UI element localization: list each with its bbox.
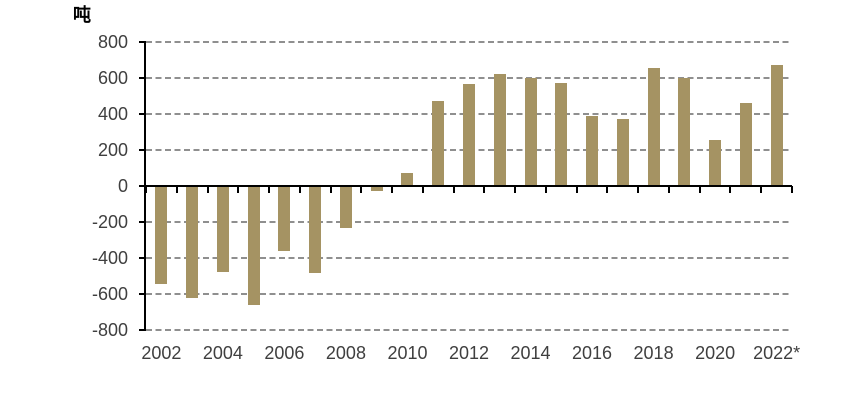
bar-2015 [555, 82, 568, 186]
bar-2007 [309, 186, 322, 274]
x-axis-tick-11 [483, 186, 486, 193]
x-axis-tick-1 [175, 186, 178, 193]
bar-2008 [339, 186, 352, 229]
bar-2018 [647, 68, 660, 186]
x-axis-tick-14 [575, 186, 578, 193]
x-axis-tick-12 [514, 186, 517, 193]
y-axis-tick-200 [139, 149, 146, 151]
x-axis-label-2020: 2020 [695, 343, 736, 363]
bar-2009 [370, 186, 383, 192]
y-axis-tick--600 [139, 293, 146, 295]
y-axis-label--600: -600 [91, 284, 128, 304]
y-axis-tick--800 [139, 329, 146, 331]
bar-2021 [739, 103, 752, 186]
gridline--200 [146, 221, 792, 223]
y-axis-tick-0 [139, 185, 146, 187]
x-axis-tick-6 [329, 186, 332, 193]
y-axis-tick-400 [139, 113, 146, 115]
y-axis-tick--200 [139, 221, 146, 223]
bar-2022* [770, 65, 783, 186]
x-axis-tick-21 [791, 186, 793, 193]
y-axis-label-800: 800 [97, 32, 128, 52]
y-axis-label-400: 400 [97, 104, 128, 124]
bar-2011 [432, 100, 445, 186]
bar-2010 [401, 172, 414, 186]
bar-2014 [524, 78, 537, 186]
gridline--400 [146, 257, 792, 259]
y-axis-label-200: 200 [97, 140, 128, 160]
y-axis-tick-600 [139, 77, 146, 79]
x-axis-label-2010: 2010 [387, 343, 428, 363]
x-axis-tick-16 [637, 186, 640, 193]
y-axis-unit-label: 吨 [73, 5, 91, 25]
x-axis-label-2008: 2008 [325, 343, 366, 363]
x-axis-label-2022: 2022* [753, 343, 801, 363]
x-axis-label-2006: 2006 [264, 343, 305, 363]
y-axis-tick-800 [139, 41, 146, 43]
gridline-600 [146, 77, 792, 79]
bar-2016 [586, 115, 599, 186]
y-axis-label--400: -400 [91, 248, 128, 268]
x-axis-label-2012: 2012 [448, 343, 490, 363]
x-axis-tick-7 [360, 186, 363, 193]
bar-2017 [616, 118, 629, 186]
bar-2003 [186, 186, 199, 298]
x-axis-label-2016: 2016 [572, 343, 613, 363]
x-axis-tick-4 [268, 186, 271, 193]
x-axis-tick-17 [667, 186, 670, 193]
x-axis-tick-20 [760, 186, 763, 193]
y-axis-tick--400 [139, 257, 146, 259]
y-axis-label-600: 600 [97, 68, 128, 88]
x-axis-tick-8 [391, 186, 394, 193]
bar-2006 [278, 186, 291, 251]
y-axis-label-0: 0 [117, 176, 128, 196]
x-axis-tick-18 [698, 186, 701, 193]
bar-2004 [216, 186, 229, 272]
x-axis-tick-19 [729, 186, 732, 193]
x-axis-tick-5 [298, 186, 301, 193]
x-axis-label-2018: 2018 [633, 343, 674, 363]
bar-2012 [463, 84, 475, 186]
x-axis-tick-10 [452, 186, 455, 193]
x-axis-tick-3 [237, 186, 240, 193]
x-axis-label-2004: 2004 [202, 343, 243, 363]
x-axis-tick-2 [206, 186, 209, 193]
bar-2005 [247, 186, 260, 305]
y-axis-label--800: -800 [91, 320, 128, 340]
x-axis-label-2014: 2014 [510, 343, 551, 363]
x-axis-tick-13 [544, 186, 547, 193]
gridline-800 [146, 41, 792, 43]
bar-2019 [678, 78, 691, 186]
x-axis-tick-0 [145, 186, 147, 193]
x-axis-tick-9 [421, 186, 424, 193]
gridline--800 [146, 329, 792, 331]
bar-2013 [493, 73, 506, 186]
bar-2020 [709, 140, 722, 186]
x-axis-label-2002: 2002 [141, 343, 182, 363]
x-axis-tick-15 [606, 186, 609, 193]
bar-2002 [155, 186, 168, 285]
y-axis-label--200: -200 [91, 212, 128, 232]
x-axis-line [143, 184, 792, 188]
gridline--600 [146, 293, 792, 295]
